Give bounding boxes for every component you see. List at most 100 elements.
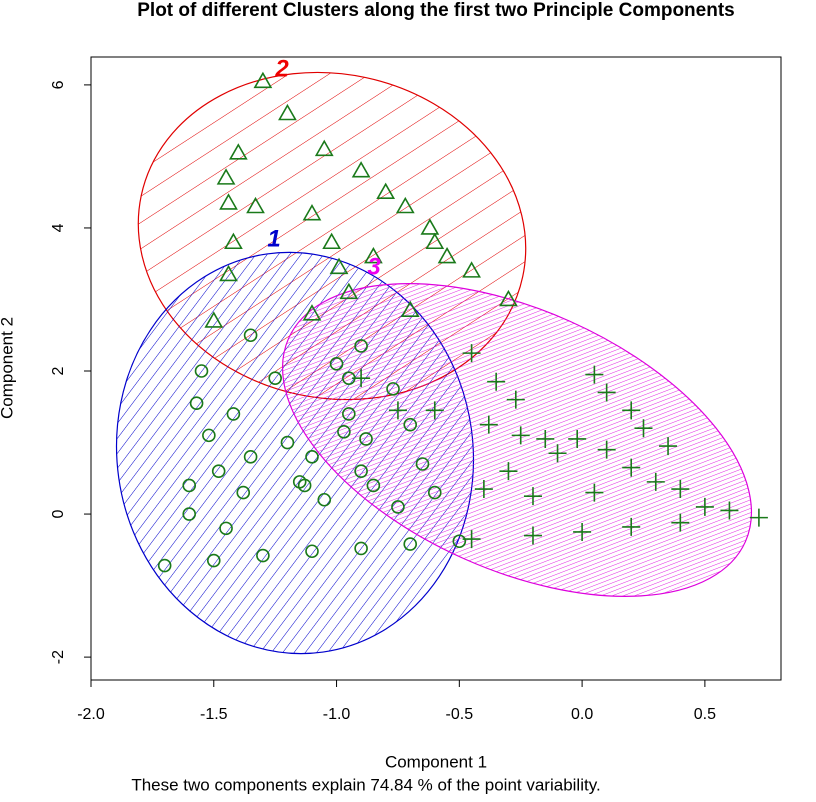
point [536, 429, 555, 448]
point [659, 437, 678, 456]
point [388, 401, 407, 420]
point [219, 521, 233, 536]
point [354, 339, 368, 353]
point [573, 522, 592, 541]
point [354, 541, 368, 556]
y-tick-label: 6 [50, 80, 67, 89]
point [487, 372, 506, 391]
y-tick-label: 4 [50, 223, 67, 232]
point [206, 553, 221, 568]
point [425, 232, 445, 250]
point [479, 415, 498, 434]
point [462, 530, 481, 549]
point [462, 344, 481, 363]
series [352, 344, 768, 549]
point [256, 548, 270, 563]
point [228, 143, 248, 160]
point [339, 282, 359, 300]
point [720, 501, 739, 520]
point [671, 513, 690, 532]
point [194, 364, 209, 378]
point [597, 440, 616, 459]
point [243, 328, 258, 343]
point [253, 71, 273, 89]
point [202, 428, 216, 443]
point [243, 450, 258, 464]
point [302, 304, 322, 321]
point [403, 537, 418, 551]
point [499, 289, 518, 307]
point [322, 232, 342, 250]
x-tick-label: -1.0 [323, 706, 351, 723]
y-axis-label: Component 2 [0, 317, 16, 419]
point [342, 407, 356, 421]
point [395, 196, 415, 214]
point [452, 534, 467, 549]
point [204, 311, 224, 328]
point [182, 507, 197, 521]
point [359, 432, 373, 446]
point [219, 264, 238, 282]
y-tick-label: -2 [50, 650, 67, 664]
point [425, 401, 444, 420]
point [420, 218, 440, 235]
cluster-ellipse [281, 283, 753, 597]
cluster-label: 2 [274, 55, 289, 82]
point [351, 161, 371, 178]
point [317, 492, 332, 507]
point [278, 103, 297, 121]
point [329, 357, 344, 371]
x-axis-label: Component 1 [385, 752, 487, 771]
point [622, 458, 641, 477]
plot-frame [90, 56, 782, 681]
point [329, 257, 349, 275]
cluster-label: 1 [267, 225, 280, 252]
point [364, 246, 383, 264]
y-tick-label: 0 [50, 510, 67, 519]
point [280, 435, 295, 450]
point [268, 371, 282, 385]
point [622, 401, 641, 420]
point [182, 478, 197, 493]
point [337, 425, 351, 439]
point [391, 500, 405, 514]
point [354, 464, 368, 478]
point [226, 407, 241, 421]
point [386, 382, 400, 396]
point [548, 444, 567, 463]
point [568, 429, 587, 448]
point [511, 426, 530, 445]
point [749, 508, 768, 527]
point [671, 480, 690, 499]
point [302, 204, 322, 221]
series [204, 71, 518, 328]
point [157, 558, 172, 573]
point [695, 497, 714, 516]
point [437, 246, 457, 264]
point [403, 417, 418, 432]
x-tick-label: -2.0 [77, 706, 105, 723]
point [366, 478, 381, 493]
point [292, 475, 307, 489]
point [622, 517, 641, 536]
point [585, 483, 604, 502]
point [189, 396, 204, 410]
point [462, 261, 481, 278]
y-tick-label: 2 [50, 366, 67, 375]
point [634, 419, 653, 438]
point [585, 365, 604, 384]
point [224, 232, 243, 250]
point [246, 196, 265, 214]
subtitle: These two components explain 74.84 % of … [131, 775, 600, 794]
point [376, 182, 396, 199]
x-tick-label: -1.5 [200, 706, 228, 723]
point [506, 390, 525, 409]
point [305, 450, 319, 464]
point [211, 464, 226, 478]
point [427, 485, 442, 500]
cluster-label: 3 [367, 253, 381, 280]
x-tick-label: 0.0 [571, 706, 593, 723]
point [236, 485, 251, 500]
